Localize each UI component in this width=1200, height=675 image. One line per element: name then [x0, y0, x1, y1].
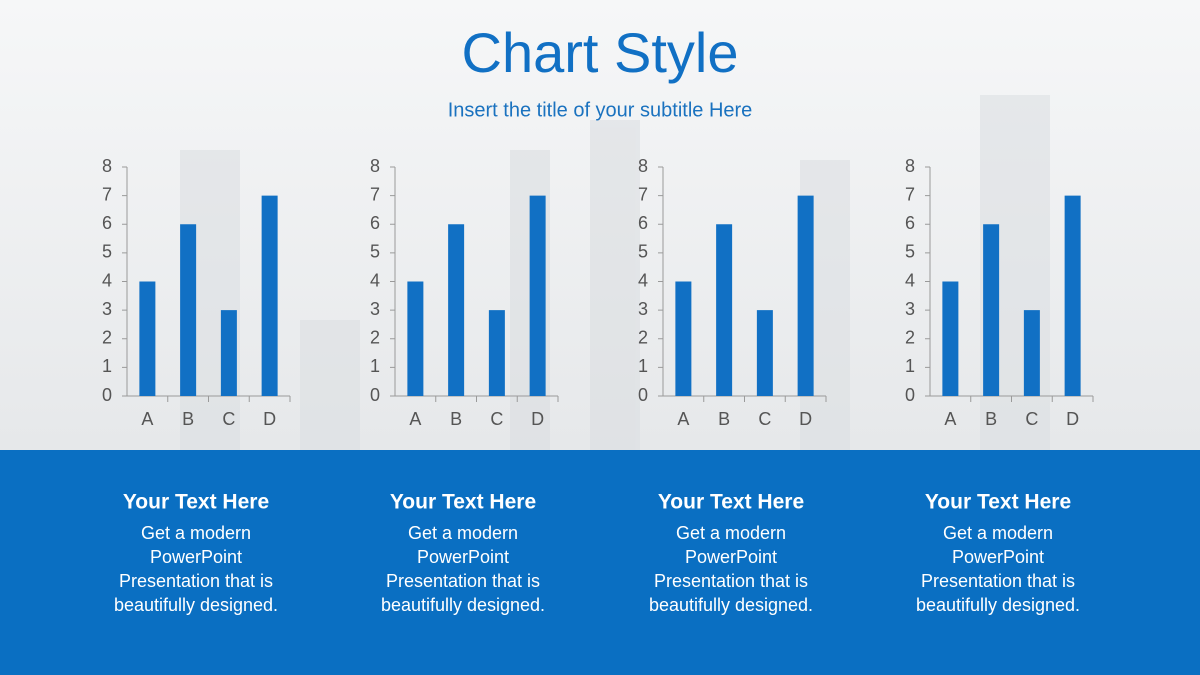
y-tick-label: 3	[638, 299, 648, 319]
caption-text: PowerPoint	[150, 547, 242, 567]
bar	[448, 224, 465, 396]
bar	[180, 224, 197, 396]
x-tick-label: B	[718, 409, 730, 429]
y-tick-label: 3	[905, 299, 915, 319]
y-tick-label: 8	[638, 156, 648, 176]
bar	[675, 281, 692, 396]
caption-text: Presentation that is	[654, 571, 808, 591]
y-tick-label: 6	[905, 213, 915, 233]
y-tick-label: 4	[638, 270, 648, 290]
y-tick-label: 4	[370, 270, 380, 290]
caption-text: Presentation that is	[119, 571, 273, 591]
bar	[756, 310, 773, 396]
y-tick-label: 2	[905, 328, 915, 348]
y-tick-label: 7	[905, 184, 915, 204]
x-tick-label: B	[450, 409, 462, 429]
y-tick-label: 0	[370, 385, 380, 405]
caption-text: PowerPoint	[417, 547, 509, 567]
bar	[529, 195, 546, 396]
y-tick-label: 3	[102, 299, 112, 319]
y-tick-label: 1	[905, 356, 915, 376]
caption-text: beautifully designed.	[114, 595, 278, 615]
bar	[797, 195, 814, 396]
caption-title: Your Text Here	[123, 491, 269, 514]
y-tick-label: 1	[102, 356, 112, 376]
caption-text: Get a modern	[141, 523, 251, 543]
y-tick-label: 1	[370, 356, 380, 376]
x-tick-label: B	[985, 409, 997, 429]
y-tick-label: 5	[638, 242, 648, 262]
y-tick-label: 5	[370, 242, 380, 262]
y-tick-label: 8	[102, 156, 112, 176]
caption-title: Your Text Here	[925, 491, 1071, 514]
x-tick-label: C	[490, 409, 503, 429]
y-tick-label: 0	[638, 385, 648, 405]
y-tick-label: 4	[102, 270, 112, 290]
caption-title: Your Text Here	[390, 491, 536, 514]
caption-text: Presentation that is	[386, 571, 540, 591]
y-tick-label: 2	[370, 328, 380, 348]
x-tick-label: A	[409, 409, 421, 429]
x-tick-label: C	[758, 409, 771, 429]
caption-text: beautifully designed.	[381, 595, 545, 615]
slide-title: Chart Style	[462, 21, 739, 84]
y-tick-label: 8	[370, 156, 380, 176]
caption-title: Your Text Here	[658, 491, 804, 514]
x-tick-label: D	[531, 409, 544, 429]
y-tick-label: 6	[370, 213, 380, 233]
caption-text: PowerPoint	[685, 547, 777, 567]
y-tick-label: 6	[638, 213, 648, 233]
x-tick-label: D	[799, 409, 812, 429]
bar	[983, 224, 1000, 396]
bar	[488, 310, 505, 396]
x-tick-label: A	[141, 409, 153, 429]
x-tick-label: D	[263, 409, 276, 429]
caption-text: Get a modern	[408, 523, 518, 543]
caption-text: Presentation that is	[921, 571, 1075, 591]
y-tick-label: 1	[638, 356, 648, 376]
y-tick-label: 0	[102, 385, 112, 405]
bar	[1064, 195, 1081, 396]
y-tick-label: 7	[638, 184, 648, 204]
caption-text: PowerPoint	[952, 547, 1044, 567]
y-tick-label: 0	[905, 385, 915, 405]
y-tick-label: 3	[370, 299, 380, 319]
caption-text: Get a modern	[676, 523, 786, 543]
x-tick-label: C	[222, 409, 235, 429]
y-tick-label: 2	[638, 328, 648, 348]
bar	[407, 281, 424, 396]
y-tick-label: 4	[905, 270, 915, 290]
footer-band	[0, 450, 1200, 675]
y-tick-label: 7	[102, 184, 112, 204]
x-tick-label: A	[677, 409, 689, 429]
bar	[261, 195, 278, 396]
bar	[1023, 310, 1040, 396]
y-tick-label: 6	[102, 213, 112, 233]
caption-text: beautifully designed.	[649, 595, 813, 615]
x-tick-label: B	[182, 409, 194, 429]
bar	[942, 281, 959, 396]
y-tick-label: 5	[905, 242, 915, 262]
bar	[139, 281, 156, 396]
y-tick-label: 7	[370, 184, 380, 204]
slide-subtitle: Insert the title of your subtitle Here	[448, 99, 753, 121]
caption-text: Get a modern	[943, 523, 1053, 543]
y-tick-label: 5	[102, 242, 112, 262]
bar	[716, 224, 733, 396]
caption-text: beautifully designed.	[916, 595, 1080, 615]
x-tick-label: A	[944, 409, 956, 429]
y-tick-label: 8	[905, 156, 915, 176]
bar	[220, 310, 237, 396]
x-tick-label: C	[1025, 409, 1038, 429]
x-tick-label: D	[1066, 409, 1079, 429]
y-tick-label: 2	[102, 328, 112, 348]
